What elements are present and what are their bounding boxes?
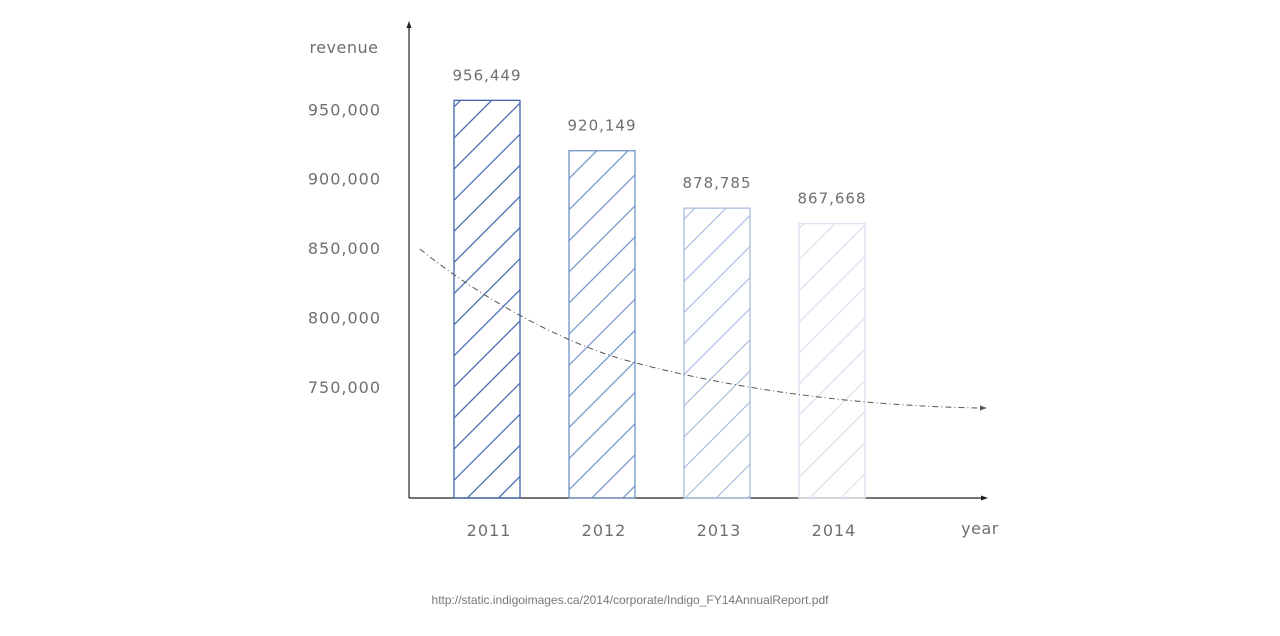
x-tick-2012: 2012: [582, 521, 627, 540]
x-tick-2011: 2011: [467, 521, 512, 540]
value-label-2014: 867,668: [797, 190, 866, 208]
x-axis-label: year: [961, 519, 999, 538]
y-tick-label: 950,000: [308, 100, 381, 119]
value-label-2012: 920,149: [567, 117, 636, 135]
source-url: http://static.indigoimages.ca/2014/corpo…: [431, 593, 829, 607]
bar-2011: [453, 99, 521, 499]
trend-line-arrow: [980, 405, 987, 411]
y-tick-label: 750,000: [308, 378, 381, 397]
bar-2014: [798, 222, 866, 499]
y-axis-label: revenue: [309, 38, 378, 57]
x-axis-arrow: [981, 495, 988, 501]
value-label-2011: 956,449: [452, 66, 521, 84]
y-tick-label: 800,000: [308, 309, 381, 328]
trend-line: [419, 248, 981, 409]
y-axis-arrow: [406, 21, 412, 28]
x-tick-2014: 2014: [812, 521, 857, 540]
bar-2012: [568, 150, 636, 499]
y-tick-label: 900,000: [308, 170, 381, 189]
x-tick-2013: 2013: [697, 521, 742, 540]
value-label-2013: 878,785: [682, 174, 751, 192]
bar-2013: [683, 207, 751, 499]
y-tick-label: 850,000: [308, 239, 381, 258]
